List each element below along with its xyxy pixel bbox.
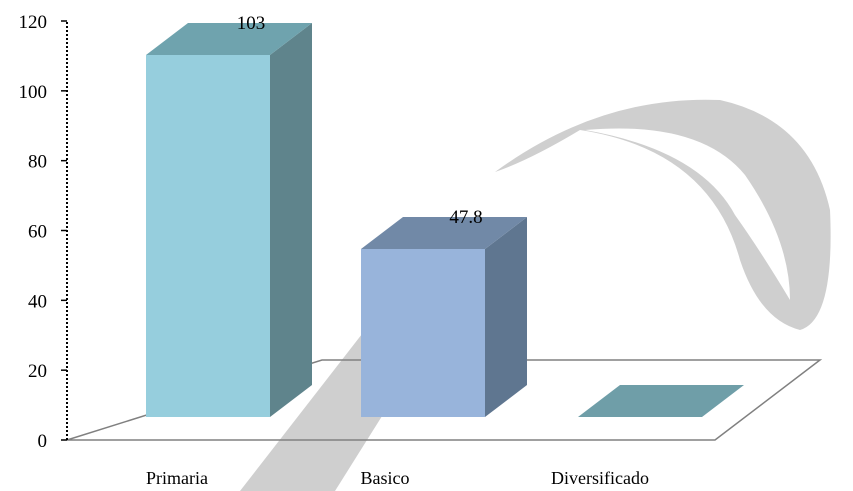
bar-top — [578, 385, 744, 417]
data-label-basico: 47.8 — [449, 207, 482, 228]
bar-series: 103 47.8 — [146, 13, 744, 417]
bar-diversificado — [578, 385, 744, 417]
category-labels: Primaria Basico Diversificado — [146, 468, 649, 488]
bar-top — [146, 23, 312, 55]
category-label-primaria: Primaria — [146, 468, 208, 488]
category-label-diversificado: Diversificado — [551, 468, 649, 488]
y-tick-label: 120 — [19, 12, 48, 33]
bar-primaria — [146, 23, 312, 417]
y-tick-label: 20 — [28, 361, 47, 382]
bar-front — [361, 249, 485, 417]
bar-side — [485, 217, 527, 417]
y-tick-label: 80 — [28, 152, 47, 173]
data-label-primaria: 103 — [237, 13, 266, 34]
watermark-logo — [240, 99, 831, 491]
bar-top — [361, 217, 527, 250]
bar-basico — [361, 217, 527, 417]
bar-side — [270, 23, 312, 417]
watermark-bowl — [495, 99, 831, 330]
y-tick-label: 60 — [28, 222, 47, 243]
bar-front — [146, 55, 270, 417]
y-axis-ticks: 0 20 40 60 80 100 120 — [19, 12, 67, 452]
category-label-basico: Basico — [361, 468, 410, 488]
y-tick-label: 100 — [19, 82, 48, 103]
y-tick-label: 40 — [28, 291, 47, 312]
y-tick-label: 0 — [38, 431, 48, 452]
